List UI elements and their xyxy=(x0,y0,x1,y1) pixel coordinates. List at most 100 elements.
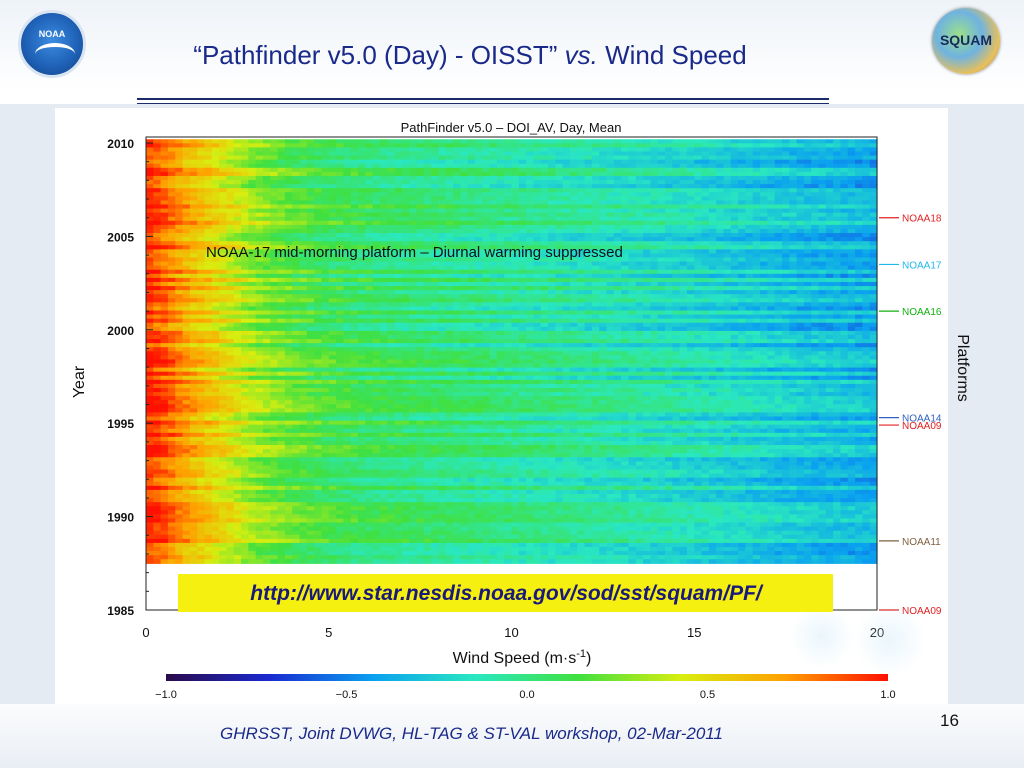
heatmap-cell xyxy=(189,265,198,271)
heatmap-cell xyxy=(153,171,162,177)
heatmap-cell xyxy=(321,220,330,226)
heatmap-cell xyxy=(548,200,556,206)
heatmap-cell xyxy=(833,253,842,259)
heatmap-cell xyxy=(255,273,264,279)
heatmap-cell xyxy=(781,204,790,210)
heatmap-cell xyxy=(153,330,162,336)
heatmap-cell xyxy=(862,290,871,295)
heatmap-cell xyxy=(372,228,381,234)
heatmap-cell xyxy=(701,163,710,169)
heatmap-cell xyxy=(350,253,359,259)
heatmap-cell xyxy=(153,286,162,291)
heatmap-cell xyxy=(416,281,425,287)
heatmap-cell xyxy=(226,286,235,291)
heatmap-cell xyxy=(672,188,681,193)
heatmap-cell xyxy=(343,224,352,230)
heatmap-cell xyxy=(760,216,768,222)
heatmap-cell xyxy=(745,265,754,271)
heatmap-cell xyxy=(540,294,549,299)
heatmap-cell xyxy=(255,155,264,161)
heatmap-cell xyxy=(219,147,228,153)
heatmap-cell xyxy=(489,224,498,230)
heatmap-cell xyxy=(167,155,176,161)
heatmap-cell xyxy=(379,180,388,185)
heatmap-cell xyxy=(211,175,220,181)
heatmap-cell xyxy=(496,253,505,259)
heatmap-cell xyxy=(818,180,827,185)
heatmap-cell xyxy=(394,147,403,153)
heatmap-cell xyxy=(233,326,242,332)
heatmap-cell xyxy=(774,265,783,271)
heatmap-cell xyxy=(650,310,659,316)
heatmap-cell xyxy=(365,192,374,197)
heatmap-cell xyxy=(855,147,863,153)
heatmap-cell xyxy=(818,171,827,177)
heatmap-cell xyxy=(219,245,228,250)
heatmap-cell xyxy=(540,334,549,340)
heatmap-cell xyxy=(438,188,447,193)
heatmap-cell xyxy=(686,233,695,238)
heatmap-cell xyxy=(745,306,754,312)
heatmap-cell xyxy=(328,306,337,312)
heatmap-cell xyxy=(357,334,366,340)
heatmap-cell xyxy=(314,139,323,144)
heatmap-cell xyxy=(394,314,403,320)
heatmap-cell xyxy=(489,314,498,320)
heatmap-cell xyxy=(504,326,513,332)
heatmap-cell xyxy=(343,241,352,246)
heatmap-cell xyxy=(774,167,783,173)
heatmap-cell xyxy=(379,188,388,193)
heatmap-cell xyxy=(496,147,505,153)
heatmap-cell xyxy=(255,306,264,312)
heatmap-cell xyxy=(445,326,454,332)
heatmap-cell xyxy=(233,339,242,344)
heatmap-cell xyxy=(716,310,725,316)
heatmap-cell xyxy=(321,265,330,271)
heatmap-cell xyxy=(350,322,359,328)
heatmap-cell xyxy=(847,216,856,222)
heatmap-cell xyxy=(635,147,644,153)
heatmap-cell xyxy=(518,326,527,332)
heatmap-cell xyxy=(847,151,856,157)
heatmap-cell xyxy=(431,208,439,214)
heatmap-cell xyxy=(723,257,732,263)
heatmap-cell xyxy=(518,212,527,218)
heatmap-cell xyxy=(526,237,535,242)
heatmap-cell xyxy=(825,314,834,320)
heatmap-cell xyxy=(474,155,483,161)
heatmap-cell xyxy=(708,163,717,169)
heatmap-cell xyxy=(635,224,644,230)
heatmap-cell xyxy=(774,233,783,238)
heatmap-cell xyxy=(219,233,228,238)
heatmap-cell xyxy=(431,322,439,328)
heatmap-cell xyxy=(591,257,600,263)
heatmap-cell xyxy=(160,155,169,161)
heatmap-cell xyxy=(796,159,805,165)
heatmap-cell xyxy=(153,204,162,210)
heatmap-cell xyxy=(189,175,198,181)
heatmap-cell xyxy=(803,143,812,149)
heatmap-cell xyxy=(431,155,439,161)
heatmap-cell xyxy=(204,330,213,336)
heatmap-cell xyxy=(197,139,206,144)
heatmap-cell xyxy=(401,151,410,157)
heatmap-cell xyxy=(518,257,527,263)
heatmap-cell xyxy=(387,220,396,226)
heatmap-cell xyxy=(423,216,432,222)
heatmap-cell xyxy=(686,159,695,165)
heatmap-cell xyxy=(869,147,878,153)
heatmap-cell xyxy=(811,310,820,316)
heatmap-cell xyxy=(803,163,812,169)
heatmap-cell xyxy=(467,277,476,283)
heatmap-cell xyxy=(445,208,454,214)
heatmap-cell xyxy=(701,318,710,324)
heatmap-cell xyxy=(387,286,396,291)
heatmap-cell xyxy=(372,139,381,144)
heatmap-cell xyxy=(409,171,418,177)
heatmap-cell xyxy=(701,277,710,283)
heatmap-cell xyxy=(847,310,856,316)
heatmap-cell xyxy=(569,200,578,206)
heatmap-cell xyxy=(606,147,615,153)
heatmap-cell xyxy=(701,245,710,250)
heatmap-cell xyxy=(686,257,695,263)
